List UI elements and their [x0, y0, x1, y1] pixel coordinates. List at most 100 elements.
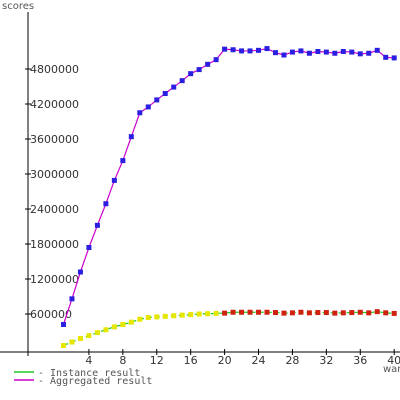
aggregated-point	[179, 78, 185, 84]
aggregated-point	[289, 49, 295, 55]
instance-point	[179, 312, 185, 318]
instance-point	[205, 311, 211, 317]
x-tick-label: 28	[285, 354, 299, 367]
instance-point	[154, 314, 160, 320]
instance-point	[120, 322, 126, 327]
legend-label: - Instance result	[38, 368, 140, 379]
aggregated-point	[205, 61, 211, 67]
instance-point	[323, 310, 329, 316]
instance-point	[332, 310, 338, 316]
aggregated-point	[332, 50, 338, 56]
x-tick-label: 16	[184, 354, 198, 367]
aggregated-point	[171, 84, 177, 90]
instance-point	[256, 309, 262, 315]
instance-point	[188, 312, 194, 318]
y-tick-label: 3600000	[30, 133, 79, 146]
aggregated-point	[111, 177, 117, 183]
x-tick-labels: 48121620242832364044	[85, 354, 400, 367]
instance-point	[340, 310, 346, 316]
legend: - Instance result- Aggregated result	[14, 368, 152, 387]
x-tick-label: 4	[85, 354, 92, 367]
aggregated-point	[196, 67, 202, 73]
x-tick-label: 20	[218, 354, 232, 367]
aggregated-point	[103, 201, 109, 207]
y-tick-label: 600000	[30, 308, 72, 321]
aggregated-point	[222, 46, 228, 52]
aggregated-point	[86, 245, 92, 250]
aggregated-result-line	[62, 47, 395, 325]
aggregated-point	[154, 97, 160, 103]
instance-point	[374, 309, 380, 315]
instance-point	[239, 309, 245, 315]
instance-point	[128, 319, 134, 325]
aggregated-point	[383, 54, 389, 60]
x-axis-title: war	[383, 364, 400, 375]
y-tick-label: 1200000	[30, 273, 79, 286]
aggregated-point	[272, 50, 278, 56]
aggregated-point	[298, 48, 304, 54]
instance-point	[391, 310, 397, 316]
aggregated-point	[349, 49, 355, 55]
instance-point	[222, 310, 228, 316]
aggregated-point	[391, 55, 397, 61]
y-tick-label: 2400000	[30, 203, 79, 216]
aggregated-point	[145, 104, 151, 110]
aggregated-point	[357, 51, 363, 57]
aggregated-point	[323, 49, 329, 55]
aggregated-point	[120, 158, 126, 164]
aggregated-point	[137, 110, 143, 116]
aggregated-point	[306, 50, 312, 56]
aggregated-point	[60, 322, 66, 327]
instance-point	[366, 310, 372, 316]
instance-point	[86, 333, 92, 339]
aggregated-point	[281, 52, 287, 58]
y-tick-label: 3000000	[30, 168, 79, 181]
instance-point	[162, 313, 168, 319]
instance-point	[69, 339, 75, 345]
instance-point	[145, 315, 151, 320]
instance-point	[137, 316, 143, 322]
series-lines	[62, 47, 395, 347]
aggregated-point	[374, 47, 380, 53]
instance-point	[357, 309, 363, 315]
instance-point	[298, 309, 304, 315]
legend-label: - Aggregated result	[38, 376, 152, 387]
x-tick-label: 40	[387, 354, 400, 367]
x-tick-label: 12	[150, 354, 164, 367]
x-tick-label: 24	[252, 354, 266, 367]
instance-point	[306, 310, 312, 316]
x-tick-label: 8	[119, 354, 126, 367]
aggregated-point	[256, 47, 262, 53]
instance-point	[213, 310, 219, 316]
instance-point	[77, 336, 83, 341]
aggregated-point	[162, 91, 168, 96]
x-tick-label: 32	[319, 354, 333, 367]
instance-point	[272, 310, 278, 316]
y-tick-label: 1800000	[30, 238, 79, 251]
aggregated-point	[239, 48, 245, 54]
instance-point	[94, 330, 100, 336]
x-tick-label: 36	[353, 354, 367, 367]
y-tick-label: 4800000	[30, 63, 79, 76]
aggregated-point	[77, 269, 83, 275]
aggregated-point	[213, 57, 219, 63]
aggregated-point	[366, 50, 372, 56]
instance-point	[103, 327, 109, 333]
instance-point	[111, 324, 117, 330]
aggregated-point	[315, 49, 321, 54]
instance-point	[60, 343, 66, 348]
aggregated-point	[264, 46, 270, 52]
aggregated-point	[230, 47, 236, 53]
aggregated-point	[94, 222, 100, 228]
aggregated-point	[188, 71, 194, 77]
aggregated-point	[247, 48, 253, 54]
instance-point	[349, 310, 355, 316]
instance-point	[196, 311, 202, 317]
y-tick-labels: 600000 1200000 1800000 2400000 3000000 360000…	[30, 63, 79, 321]
instance-point	[230, 309, 236, 315]
aggregated-point	[128, 134, 134, 140]
instance-point	[171, 313, 177, 319]
instance-point	[289, 310, 295, 316]
instance-point	[281, 310, 287, 316]
